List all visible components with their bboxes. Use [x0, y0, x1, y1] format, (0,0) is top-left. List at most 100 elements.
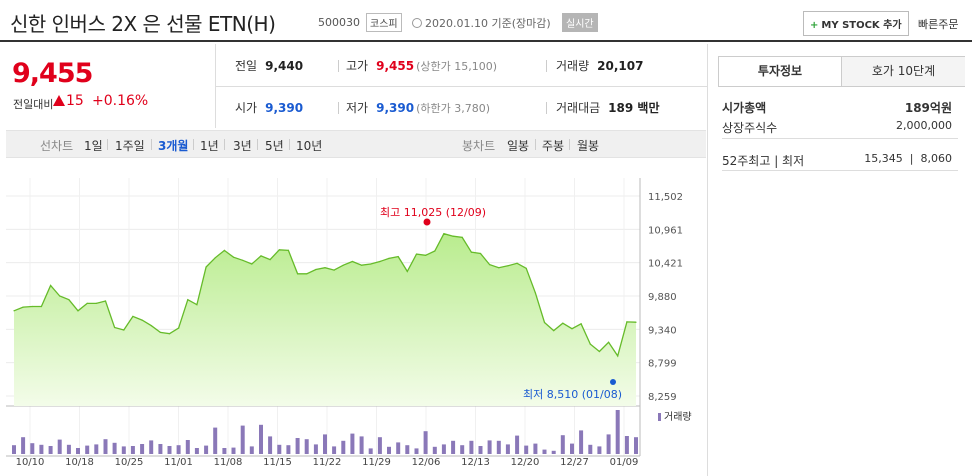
mystock-add-button[interactable]: + MY STOCK 추가	[803, 11, 909, 36]
volume-bar	[551, 450, 556, 454]
open-price: 시가 9,390	[235, 101, 304, 115]
price-point	[232, 256, 235, 258]
price-point	[479, 252, 482, 255]
market-cap-row: 시가총액 189억원	[722, 101, 952, 115]
high-price: 고가 9,455 (상한가 15,100)	[346, 59, 497, 73]
x-tick-label: 12/27	[560, 457, 589, 468]
volume-bar	[85, 445, 90, 454]
price-point	[269, 259, 271, 261]
volume-bar	[560, 435, 565, 454]
tab-3m[interactable]: 3개월	[158, 139, 189, 153]
price-point	[635, 321, 637, 323]
volume: 거래량 20,107	[556, 59, 644, 73]
x-tick-label: 12/06	[412, 457, 441, 468]
price-chart[interactable]: 11,502 10,961 10,421 9,880 9,340 8,799 8,259 10…	[0, 158, 700, 476]
tab-10y[interactable]: 10년	[296, 139, 323, 153]
current-price-box: 9,455 전일대비 15 +0.16%	[0, 44, 215, 122]
volume-bar	[268, 436, 273, 454]
price-point	[159, 331, 161, 333]
price-point	[370, 263, 372, 265]
price-point	[214, 257, 216, 259]
price-area	[14, 233, 636, 406]
tab-weekly[interactable]: 주봉	[542, 139, 565, 153]
candle-chart-label: 봉차트	[462, 139, 496, 153]
volume-bar	[204, 445, 209, 454]
volume-bar	[359, 436, 364, 454]
price-point	[379, 260, 381, 263]
y-tick-label: 8,259	[648, 392, 677, 403]
volume-bar	[615, 410, 620, 454]
volume-bar	[176, 445, 181, 454]
price-point	[86, 302, 88, 304]
price-point	[50, 284, 52, 287]
price-point	[516, 262, 518, 264]
y-tick-label: 10,961	[648, 225, 683, 236]
realtime-button[interactable]: 실시간	[562, 13, 598, 32]
price-point	[562, 322, 564, 324]
high-marker	[423, 218, 431, 226]
tab-3y[interactable]: 3년	[233, 139, 252, 153]
volume-bar	[533, 443, 538, 454]
tab-order-book[interactable]: 호가 10단계	[842, 57, 965, 86]
tab-5y[interactable]: 5년	[265, 139, 284, 153]
price-point	[415, 253, 418, 255]
market-badge: 코스피	[366, 13, 402, 32]
price-point	[397, 256, 399, 258]
stock-header: 신한 인버스 2X 은 선물 ETN(H) 500030 코스피 2020.01…	[0, 0, 972, 42]
tab-monthly[interactable]: 월봉	[577, 139, 600, 153]
price-point	[315, 268, 317, 271]
volume-bar	[505, 444, 510, 454]
volume-bar	[377, 437, 382, 454]
tab-1y[interactable]: 1년	[200, 139, 219, 153]
x-tick-label: 11/22	[313, 457, 342, 468]
volume-bar	[259, 424, 263, 454]
volume-bar	[140, 444, 145, 454]
y-tick-label: 8,799	[648, 359, 677, 370]
volume-bar	[194, 448, 199, 454]
price-point	[543, 321, 546, 324]
price-point	[31, 305, 33, 308]
price-point	[470, 251, 472, 253]
price-point	[132, 315, 134, 317]
volume-bar	[570, 443, 574, 454]
volume-bar	[478, 446, 483, 454]
tab-1d[interactable]: 1일	[84, 139, 103, 153]
volume-bar	[387, 446, 391, 454]
current-price: 9,455	[12, 58, 93, 89]
low-annotation: 최저 8,510 (01/08)	[523, 388, 622, 401]
price-point	[361, 264, 363, 266]
tab-investment-info[interactable]: 투자정보	[719, 57, 842, 86]
volume-bar	[231, 447, 236, 454]
mystock-label: MY STOCK 추가	[821, 20, 902, 31]
tab-daily[interactable]: 일봉	[507, 139, 530, 153]
low-price: 저가 9,390 (하한가 3,780)	[346, 101, 490, 115]
volume-bar	[624, 436, 629, 454]
quick-order-link[interactable]: 빠른주문	[918, 18, 959, 31]
volume-bar	[524, 445, 529, 454]
volume-bar	[21, 437, 26, 454]
volume-bar	[286, 445, 291, 454]
volume-bar	[39, 444, 44, 454]
price-point	[123, 329, 125, 331]
prev-close: 전일 9,440	[235, 59, 304, 73]
volume-bar	[597, 446, 602, 454]
volume-bar	[332, 446, 337, 454]
price-point	[141, 319, 143, 321]
price-point	[242, 259, 244, 261]
price-point	[507, 265, 509, 267]
price-point	[598, 350, 601, 353]
price-point	[150, 325, 152, 327]
volume-bar	[606, 434, 611, 454]
price-point	[406, 270, 408, 272]
price-point	[608, 341, 610, 343]
tab-1w[interactable]: 1주일	[115, 139, 145, 153]
volume-bar	[240, 425, 245, 454]
x-tick-label: 12/20	[511, 457, 540, 468]
volume-legend-swatch	[658, 413, 661, 421]
price-point	[452, 235, 454, 237]
as-of-date: 2020.01.10 기준(장마감)	[412, 15, 551, 31]
y-tick-label: 9,340	[648, 325, 677, 336]
price-point	[351, 260, 353, 263]
volume-bar	[396, 442, 401, 454]
price-point	[443, 233, 445, 235]
